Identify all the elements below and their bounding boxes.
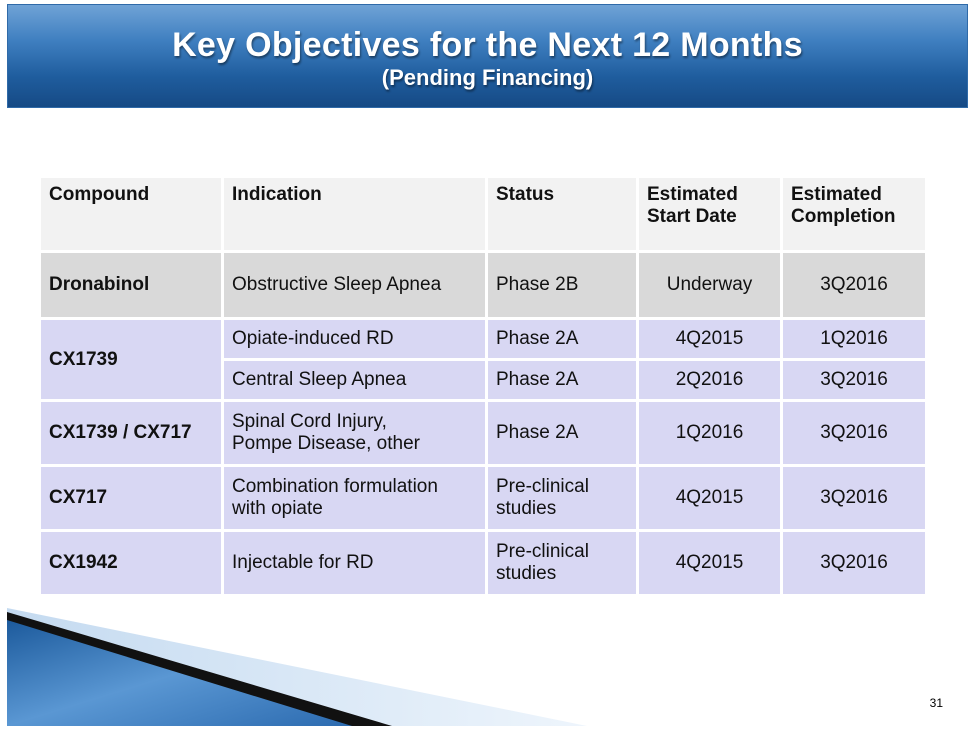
cell-status: Pre-clinical studies xyxy=(488,467,636,529)
table-row: CX1739 / CX717 Spinal Cord Injury, Pompe … xyxy=(41,402,925,464)
slide-title: Key Objectives for the Next 12 Months xyxy=(172,26,803,64)
cell-completion: 1Q2016 xyxy=(783,320,925,358)
cell-compound: Dronabinol xyxy=(41,253,221,317)
header-compound: Compound xyxy=(41,178,221,250)
cell-status: Phase 2B xyxy=(488,253,636,317)
page-number: 31 xyxy=(929,696,943,710)
cell-completion: 3Q2016 xyxy=(783,361,925,399)
cell-start: 4Q2015 xyxy=(639,320,780,358)
table-header-row: Compound Indication Status Estimated Star… xyxy=(41,178,925,250)
decorative-swoosh xyxy=(7,608,587,726)
cell-compound: CX1739 xyxy=(41,320,221,399)
cell-compound: CX1739 / CX717 xyxy=(41,402,221,464)
header-start-date: Estimated Start Date xyxy=(639,178,780,250)
cell-status: Phase 2A xyxy=(488,361,636,399)
cell-indication: Obstructive Sleep Apnea xyxy=(224,253,485,317)
cell-status: Phase 2A xyxy=(488,320,636,358)
header-status: Status xyxy=(488,178,636,250)
slide-subtitle: (Pending Financing) xyxy=(381,65,594,90)
cell-start: Underway xyxy=(639,253,780,317)
cell-compound: CX1942 xyxy=(41,532,221,594)
cell-completion: 3Q2016 xyxy=(783,402,925,464)
header-completion: Estimated Completion xyxy=(783,178,925,250)
cell-indication: Combination formulation with opiate xyxy=(224,467,485,529)
objectives-table: Compound Indication Status Estimated Star… xyxy=(38,175,928,597)
cell-status: Phase 2A xyxy=(488,402,636,464)
cell-start: 2Q2016 xyxy=(639,361,780,399)
cell-completion: 3Q2016 xyxy=(783,532,925,594)
cell-status: Pre-clinical studies xyxy=(488,532,636,594)
cell-compound: CX717 xyxy=(41,467,221,529)
cell-start: 4Q2015 xyxy=(639,532,780,594)
title-banner: Key Objectives for the Next 12 Months (P… xyxy=(7,4,968,108)
table-row: CX1739 Opiate-induced RD Phase 2A 4Q2015… xyxy=(41,320,925,399)
cell-indication: Opiate-induced RD xyxy=(224,320,485,358)
cell-start: 1Q2016 xyxy=(639,402,780,464)
header-indication: Indication xyxy=(224,178,485,250)
table-row: CX717 Combination formulation with opiate… xyxy=(41,467,925,529)
table-row: Central Sleep Apnea Phase 2A 2Q2016 3Q20… xyxy=(41,361,925,399)
cell-indication: Injectable for RD xyxy=(224,532,485,594)
cell-completion: 3Q2016 xyxy=(783,467,925,529)
table-row: CX1942 Injectable for RD Pre-clinical stu… xyxy=(41,532,925,594)
table-row: Dronabinol Obstructive Sleep Apnea Phase… xyxy=(41,253,925,317)
cell-indication: Central Sleep Apnea xyxy=(224,361,485,399)
cell-indication: Spinal Cord Injury, Pompe Disease, other xyxy=(224,402,485,464)
cell-completion: 3Q2016 xyxy=(783,253,925,317)
cell-start: 4Q2015 xyxy=(639,467,780,529)
